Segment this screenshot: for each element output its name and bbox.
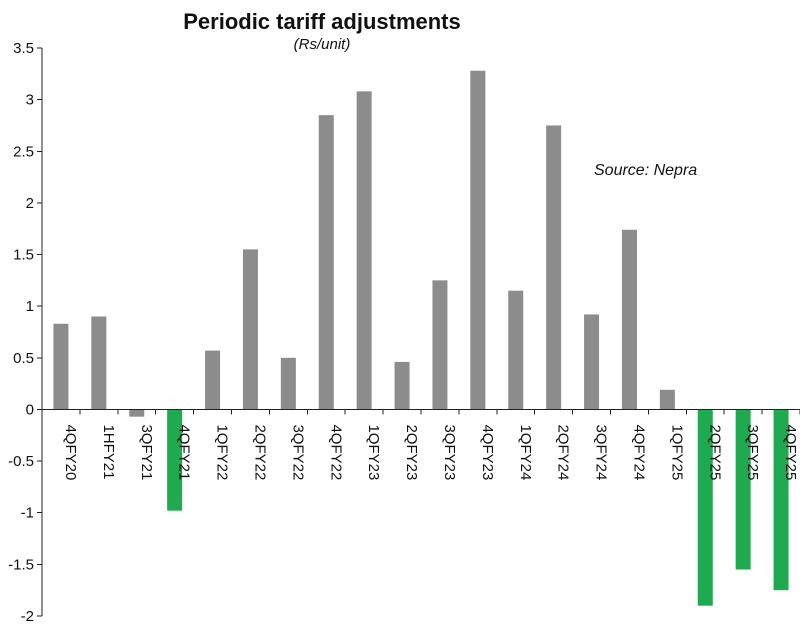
y-tick-label: -0.5 xyxy=(8,453,34,470)
y-tick-label: 3 xyxy=(26,92,34,109)
bar-4QFY22 xyxy=(318,115,334,410)
x-tick-label: 3QFY24 xyxy=(593,424,610,480)
y-tick-label: -1 xyxy=(21,505,34,522)
bars xyxy=(53,70,789,606)
y-axis: 3.5 3 2.5 2 1.5 1 0.5 0 -0.5 -1 -1.5 -2 xyxy=(8,40,43,625)
x-tick-label: 2QFY25 xyxy=(706,424,723,480)
bar-4QFY25 xyxy=(773,409,789,591)
x-tick-label: 3QFY22 xyxy=(289,424,306,480)
x-tick-label: 4QFY21 xyxy=(176,424,193,480)
x-tick-label: 3QFY23 xyxy=(441,424,458,480)
bar-2QFY25 xyxy=(697,409,713,606)
x-tick-label: 1HFY21 xyxy=(100,424,117,479)
y-tick-label: 0.5 xyxy=(13,350,34,367)
y-tick-label: 1.5 xyxy=(13,247,34,264)
chart-title: Periodic tariff adjustments xyxy=(183,9,461,34)
x-tick-label: 4QFY20 xyxy=(62,424,79,480)
y-tick-label: -1.5 xyxy=(8,556,34,573)
bar-4QFY20 xyxy=(53,323,69,410)
x-tick-label: 1QFY25 xyxy=(668,424,685,480)
source-annotation: Source: Nepra xyxy=(594,162,697,179)
bar-4QFY23 xyxy=(470,70,486,410)
x-tick-label: 4QFY23 xyxy=(479,424,496,480)
bar-1QFY22 xyxy=(205,350,221,410)
x-tick-label: 4QFY22 xyxy=(327,424,344,480)
y-tick-label: 2 xyxy=(26,195,34,212)
x-tick-label: 4QFY25 xyxy=(782,424,799,480)
bar-2QFY24 xyxy=(546,125,562,410)
bar-1QFY24 xyxy=(508,290,524,410)
bar-3QFY24 xyxy=(584,314,600,410)
bar-2QFY23 xyxy=(394,361,410,410)
x-tick-label: 1QFY23 xyxy=(365,424,382,480)
bar-4QFY24 xyxy=(621,229,637,410)
bar-1HFY21 xyxy=(91,316,107,410)
bar-1QFY23 xyxy=(356,91,372,410)
x-tick-label: 2QFY24 xyxy=(555,424,572,480)
bar-3QFY22 xyxy=(280,357,296,410)
chart-subtitle: (Rs/unit) xyxy=(294,36,351,53)
y-tick-label: 0 xyxy=(26,401,34,418)
x-tick-label: 2QFY22 xyxy=(251,424,268,480)
x-tick-label: 1QFY24 xyxy=(517,424,534,480)
x-axis: 4QFY20 1HFY21 3QFY21 4QFY21 1QFY22 2QFY22 3QFY… xyxy=(41,408,800,480)
x-tick-label: 3QFY21 xyxy=(138,424,155,480)
x-tick-label: 3QFY25 xyxy=(744,424,761,480)
y-tick-label: -2 xyxy=(21,608,34,625)
bar-3QFY23 xyxy=(432,280,448,410)
x-tick-label: 4QFY24 xyxy=(630,424,647,480)
x-tick-label: 1QFY22 xyxy=(214,424,231,480)
y-tick-label: 1 xyxy=(26,298,34,315)
bar-1QFY25 xyxy=(659,389,675,410)
bar-3QFY25 xyxy=(735,409,751,570)
bar-2QFY22 xyxy=(242,249,258,410)
bar-4QFY21 xyxy=(167,409,183,511)
x-tick-label: 2QFY23 xyxy=(403,424,420,480)
y-tick-label: 3.5 xyxy=(13,40,34,57)
bar-3QFY21 xyxy=(129,409,145,417)
y-tick-label: 2.5 xyxy=(13,143,34,160)
